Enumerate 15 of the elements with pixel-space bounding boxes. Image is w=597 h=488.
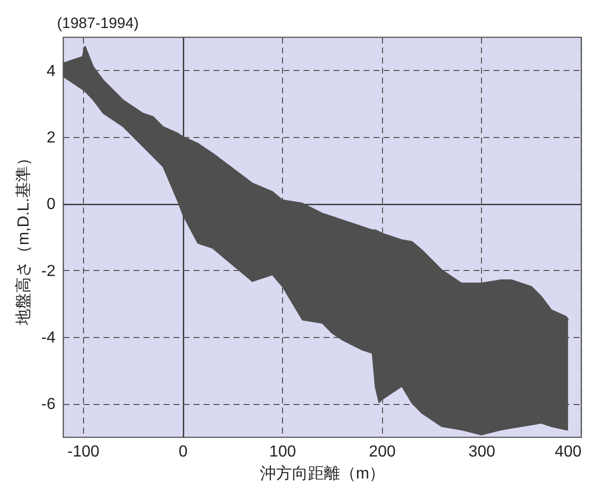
x-tick-label: -100 <box>67 444 100 460</box>
y-tick-label: -4 <box>41 330 56 346</box>
y-tick-label: 2 <box>46 130 56 146</box>
y-tick-label: -6 <box>41 396 56 414</box>
y-tick-label: -2 <box>41 262 56 280</box>
y-axis-title: 地盤高さ（m,D.L.基準） <box>14 150 32 326</box>
y-tick-label: 0 <box>46 196 56 214</box>
y-tick-label: 4 <box>46 62 56 80</box>
x-tick-label: 300 <box>468 444 496 460</box>
x-tick-label: 400 <box>554 444 582 460</box>
x-axis-title: 沖方向距離（m） <box>260 464 386 482</box>
x-tick-label: 200 <box>368 444 396 460</box>
x-tick-label: 100 <box>269 444 296 460</box>
chart-title: (1987-1994) <box>57 15 139 32</box>
x-tick-label: 0 <box>178 444 188 460</box>
